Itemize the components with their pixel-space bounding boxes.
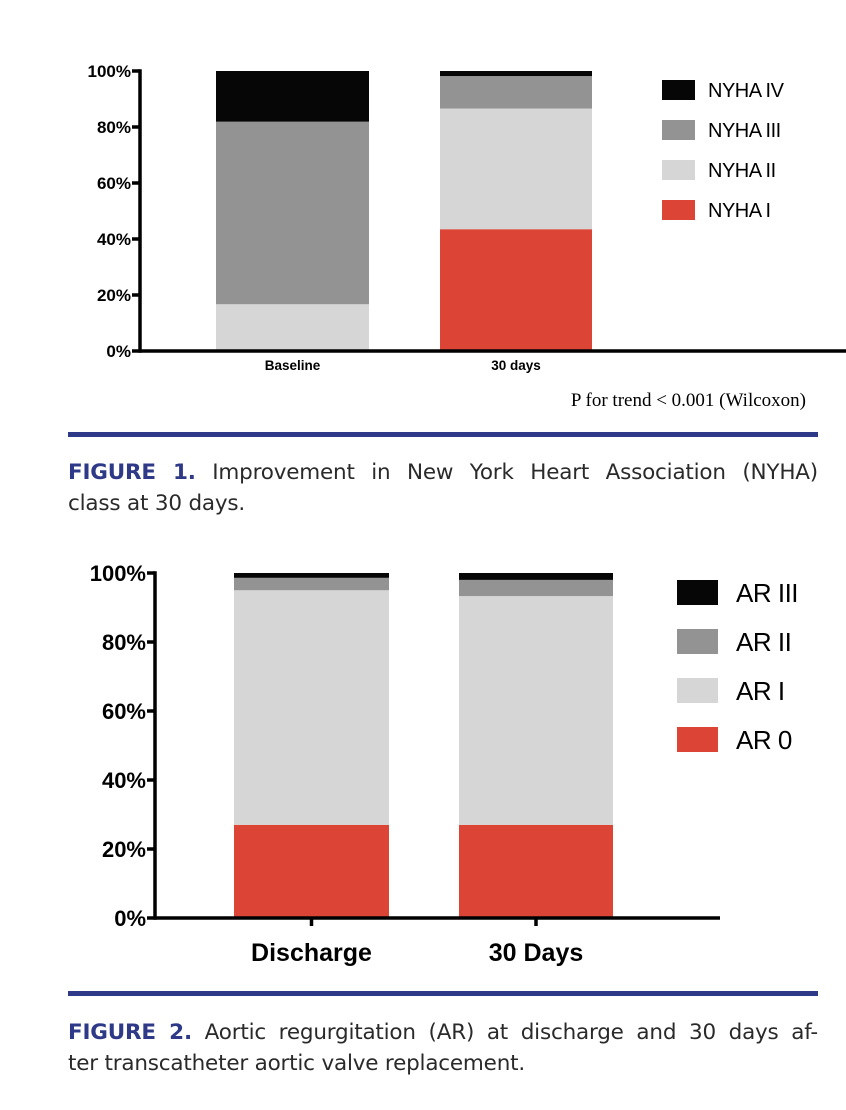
legend-swatch — [677, 580, 718, 605]
figure-2-caption-line1: Aortic regurgitation (AR) at discharge a… — [204, 1020, 819, 1045]
y-tick-label: 100% — [88, 62, 131, 81]
legend-label: NYHA I — [708, 200, 771, 222]
bar-segment-ar-ii — [234, 577, 389, 591]
y-tick-label: 60% — [102, 699, 146, 724]
legend-swatch — [677, 678, 718, 703]
legend-swatch — [677, 727, 718, 752]
legend-swatch — [662, 120, 695, 140]
y-tick-label: 20% — [102, 837, 146, 862]
bar-segment-nyha-iii — [440, 76, 592, 109]
legend-label: AR 0 — [736, 725, 792, 755]
bar-segment-ar-ii — [459, 579, 613, 597]
bar-segment-nyha-i — [440, 229, 592, 351]
figure-2-caption-line2: ter transcatheter aortic valve replaceme… — [68, 1051, 525, 1076]
figure-1-caption: FIGURE 1. Improvement in New York Heart … — [68, 457, 818, 519]
legend-label: AR I — [736, 676, 785, 706]
nyha-class-chart: Baseline 30 days 0% 20% 40% 60% 80% 100% NYHA IV… — [88, 62, 846, 411]
y-tick-label: 80% — [102, 630, 146, 655]
x-tick-label: Discharge — [251, 939, 372, 967]
figure-2-caption: FIGURE 2. Aortic regurgitation (AR) at d… — [68, 1017, 818, 1079]
legend-label: NYHA II — [708, 160, 776, 182]
bar-segment-ar-0 — [459, 824, 613, 918]
p-value-annotation: P for trend < 0.001 (Wilcoxon) — [571, 390, 806, 411]
legend-label: AR II — [736, 627, 791, 657]
legend-swatch — [677, 629, 718, 654]
bar-segment-nyha-iv — [216, 71, 369, 122]
bar-segment-nyha-iii — [216, 121, 369, 305]
y-tick-label: 100% — [90, 561, 146, 586]
bar-segment-nyha-ii — [440, 108, 592, 230]
legend-label: NYHA IV — [708, 80, 785, 102]
bar-segment-ar-0 — [234, 824, 389, 918]
legend-label: AR III — [736, 578, 798, 608]
y-tick-label: 0% — [106, 342, 131, 361]
bar-segment-ar-i — [459, 596, 613, 825]
x-tick-label: Baseline — [265, 358, 321, 373]
y-tick-label: 80% — [97, 118, 131, 137]
figure-1-divider — [68, 432, 818, 437]
bar-segment-ar-i — [234, 590, 389, 825]
x-tick-label: 30 days — [491, 358, 541, 373]
legend-swatch — [662, 80, 695, 100]
legend-swatch — [662, 160, 695, 180]
figure-2-divider — [68, 991, 818, 996]
y-tick-label: 60% — [97, 174, 131, 193]
y-tick-label: 0% — [114, 906, 146, 931]
figure-1-caption-line1: Improvement in New York Heart Associatio… — [212, 460, 818, 485]
bar-segment-nyha-ii — [216, 304, 369, 351]
figure-1-caption-line2: class at 30 days. — [68, 491, 246, 516]
y-tick-label: 20% — [97, 286, 131, 305]
legend-swatch — [662, 200, 695, 220]
y-tick-label: 40% — [97, 230, 131, 249]
x-tick-label: 30 Days — [489, 939, 584, 967]
bar-segment-ar-iii — [234, 573, 389, 578]
bar-segment-nyha-iv — [440, 71, 592, 77]
bar-segment-ar-iii — [459, 573, 613, 580]
legend-label: NYHA III — [708, 120, 781, 142]
y-tick-label: 40% — [102, 768, 146, 793]
figure-1-label: FIGURE 1. — [68, 460, 196, 485]
aortic-regurgitation-chart: Discharge 30 Days 0% 20% 40% 60% 80% 100% AR III… — [90, 561, 799, 967]
figure-2-label: FIGURE 2. — [68, 1020, 192, 1045]
